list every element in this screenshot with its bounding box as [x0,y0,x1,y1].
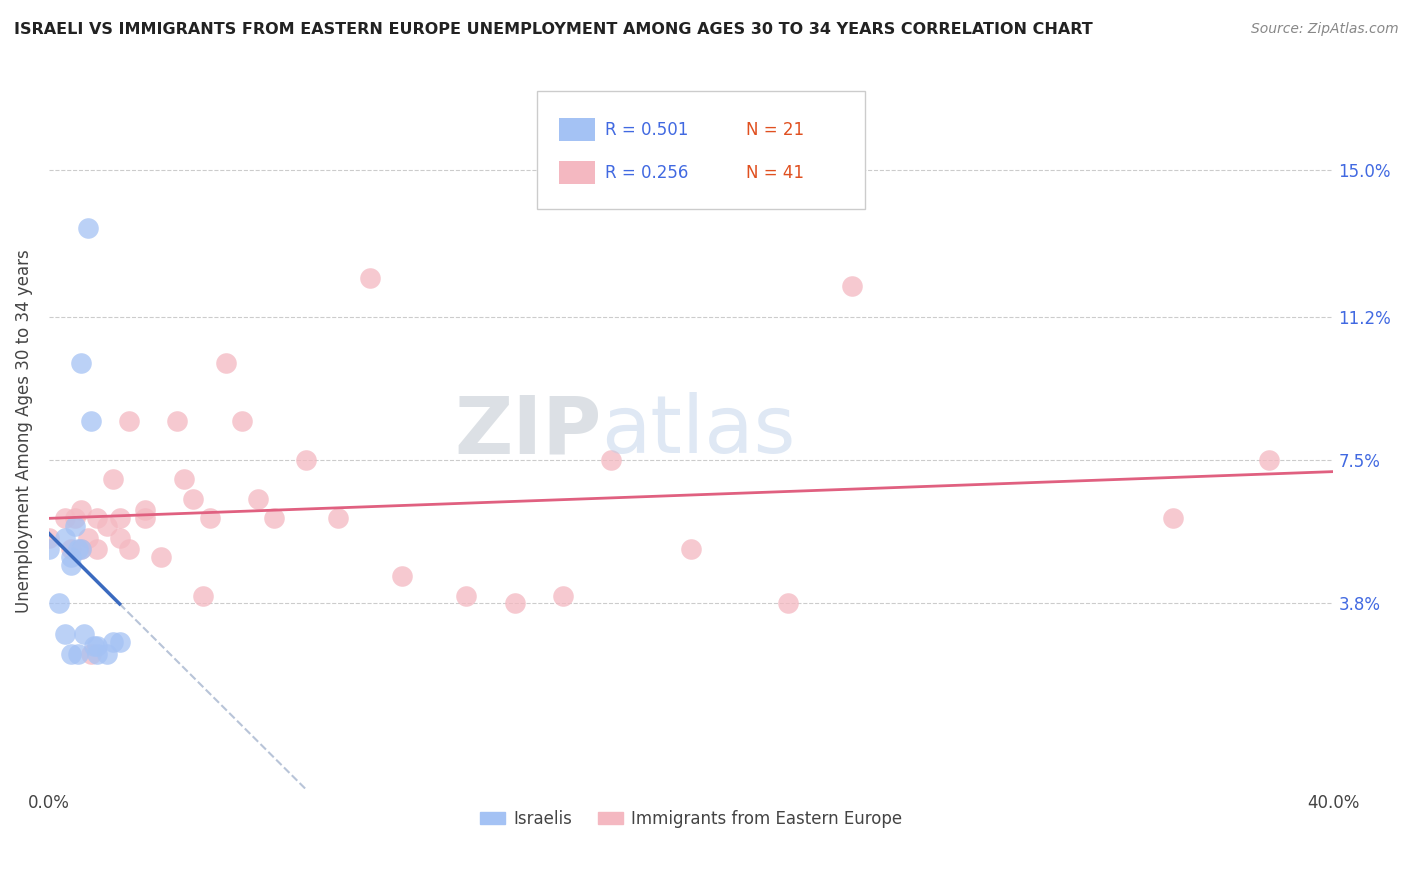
Point [456,589,478,603]
Point [86,647,108,661]
Point [60,647,83,661]
Point [60,542,83,557]
Point [80,647,103,661]
Point [86,511,108,525]
Point [48,596,70,610]
Point [214,356,236,370]
Point [173,473,195,487]
Text: R = 0.501: R = 0.501 [605,120,689,138]
Point [70,542,93,557]
Text: atlas: atlas [602,392,796,470]
Point [76,220,98,235]
Point [63,511,86,525]
Point [166,414,188,428]
Point [38,531,60,545]
Point [108,635,131,649]
Point [103,635,125,649]
Bar [560,118,595,141]
Point [326,511,349,525]
Point [63,519,86,533]
Legend: Israelis, Immigrants from Eastern Europe: Israelis, Immigrants from Eastern Europe [474,804,908,835]
Text: ISRAELI VS IMMIGRANTS FROM EASTERN EUROPE UNEMPLOYMENT AMONG AGES 30 TO 34 YEARS: ISRAELI VS IMMIGRANTS FROM EASTERN EUROP… [14,22,1092,37]
Text: Source: ZipAtlas.com: Source: ZipAtlas.com [1251,22,1399,37]
Point [70,503,93,517]
Point [53,531,76,545]
Point [118,414,141,428]
Point [681,542,703,557]
Point [295,453,318,467]
Point [66,542,89,557]
Point [86,542,108,557]
Point [1161,511,1184,525]
Point [391,569,413,583]
Point [108,511,131,525]
Point [60,549,83,564]
Point [191,589,214,603]
Point [38,542,60,557]
Point [150,549,173,564]
Point [70,542,93,557]
Point [776,596,799,610]
Point [96,647,118,661]
Point [246,491,269,506]
Point [359,271,381,285]
Bar [560,161,595,184]
Point [70,356,93,370]
Point [231,414,253,428]
Text: N = 41: N = 41 [747,163,804,182]
Point [118,542,141,557]
Point [80,414,103,428]
Point [263,511,285,525]
Point [108,531,131,545]
Text: ZIP: ZIP [454,392,602,470]
Text: R = 0.256: R = 0.256 [605,163,689,182]
Point [73,627,96,641]
Point [551,589,574,603]
Y-axis label: Unemployment Among Ages 30 to 34 years: Unemployment Among Ages 30 to 34 years [15,249,32,613]
Point [60,558,83,572]
Point [53,627,76,641]
Point [96,519,118,533]
Point [198,511,221,525]
Point [841,279,863,293]
Point [134,503,156,517]
Point [599,453,621,467]
Point [183,491,205,506]
Point [1258,453,1281,467]
Point [76,531,98,545]
Point [53,511,76,525]
Text: N = 21: N = 21 [747,120,804,138]
Point [134,511,156,525]
Point [86,639,108,653]
Point [503,596,526,610]
Point [103,473,125,487]
Point [83,639,105,653]
FancyBboxPatch shape [537,91,865,209]
Point [66,647,89,661]
